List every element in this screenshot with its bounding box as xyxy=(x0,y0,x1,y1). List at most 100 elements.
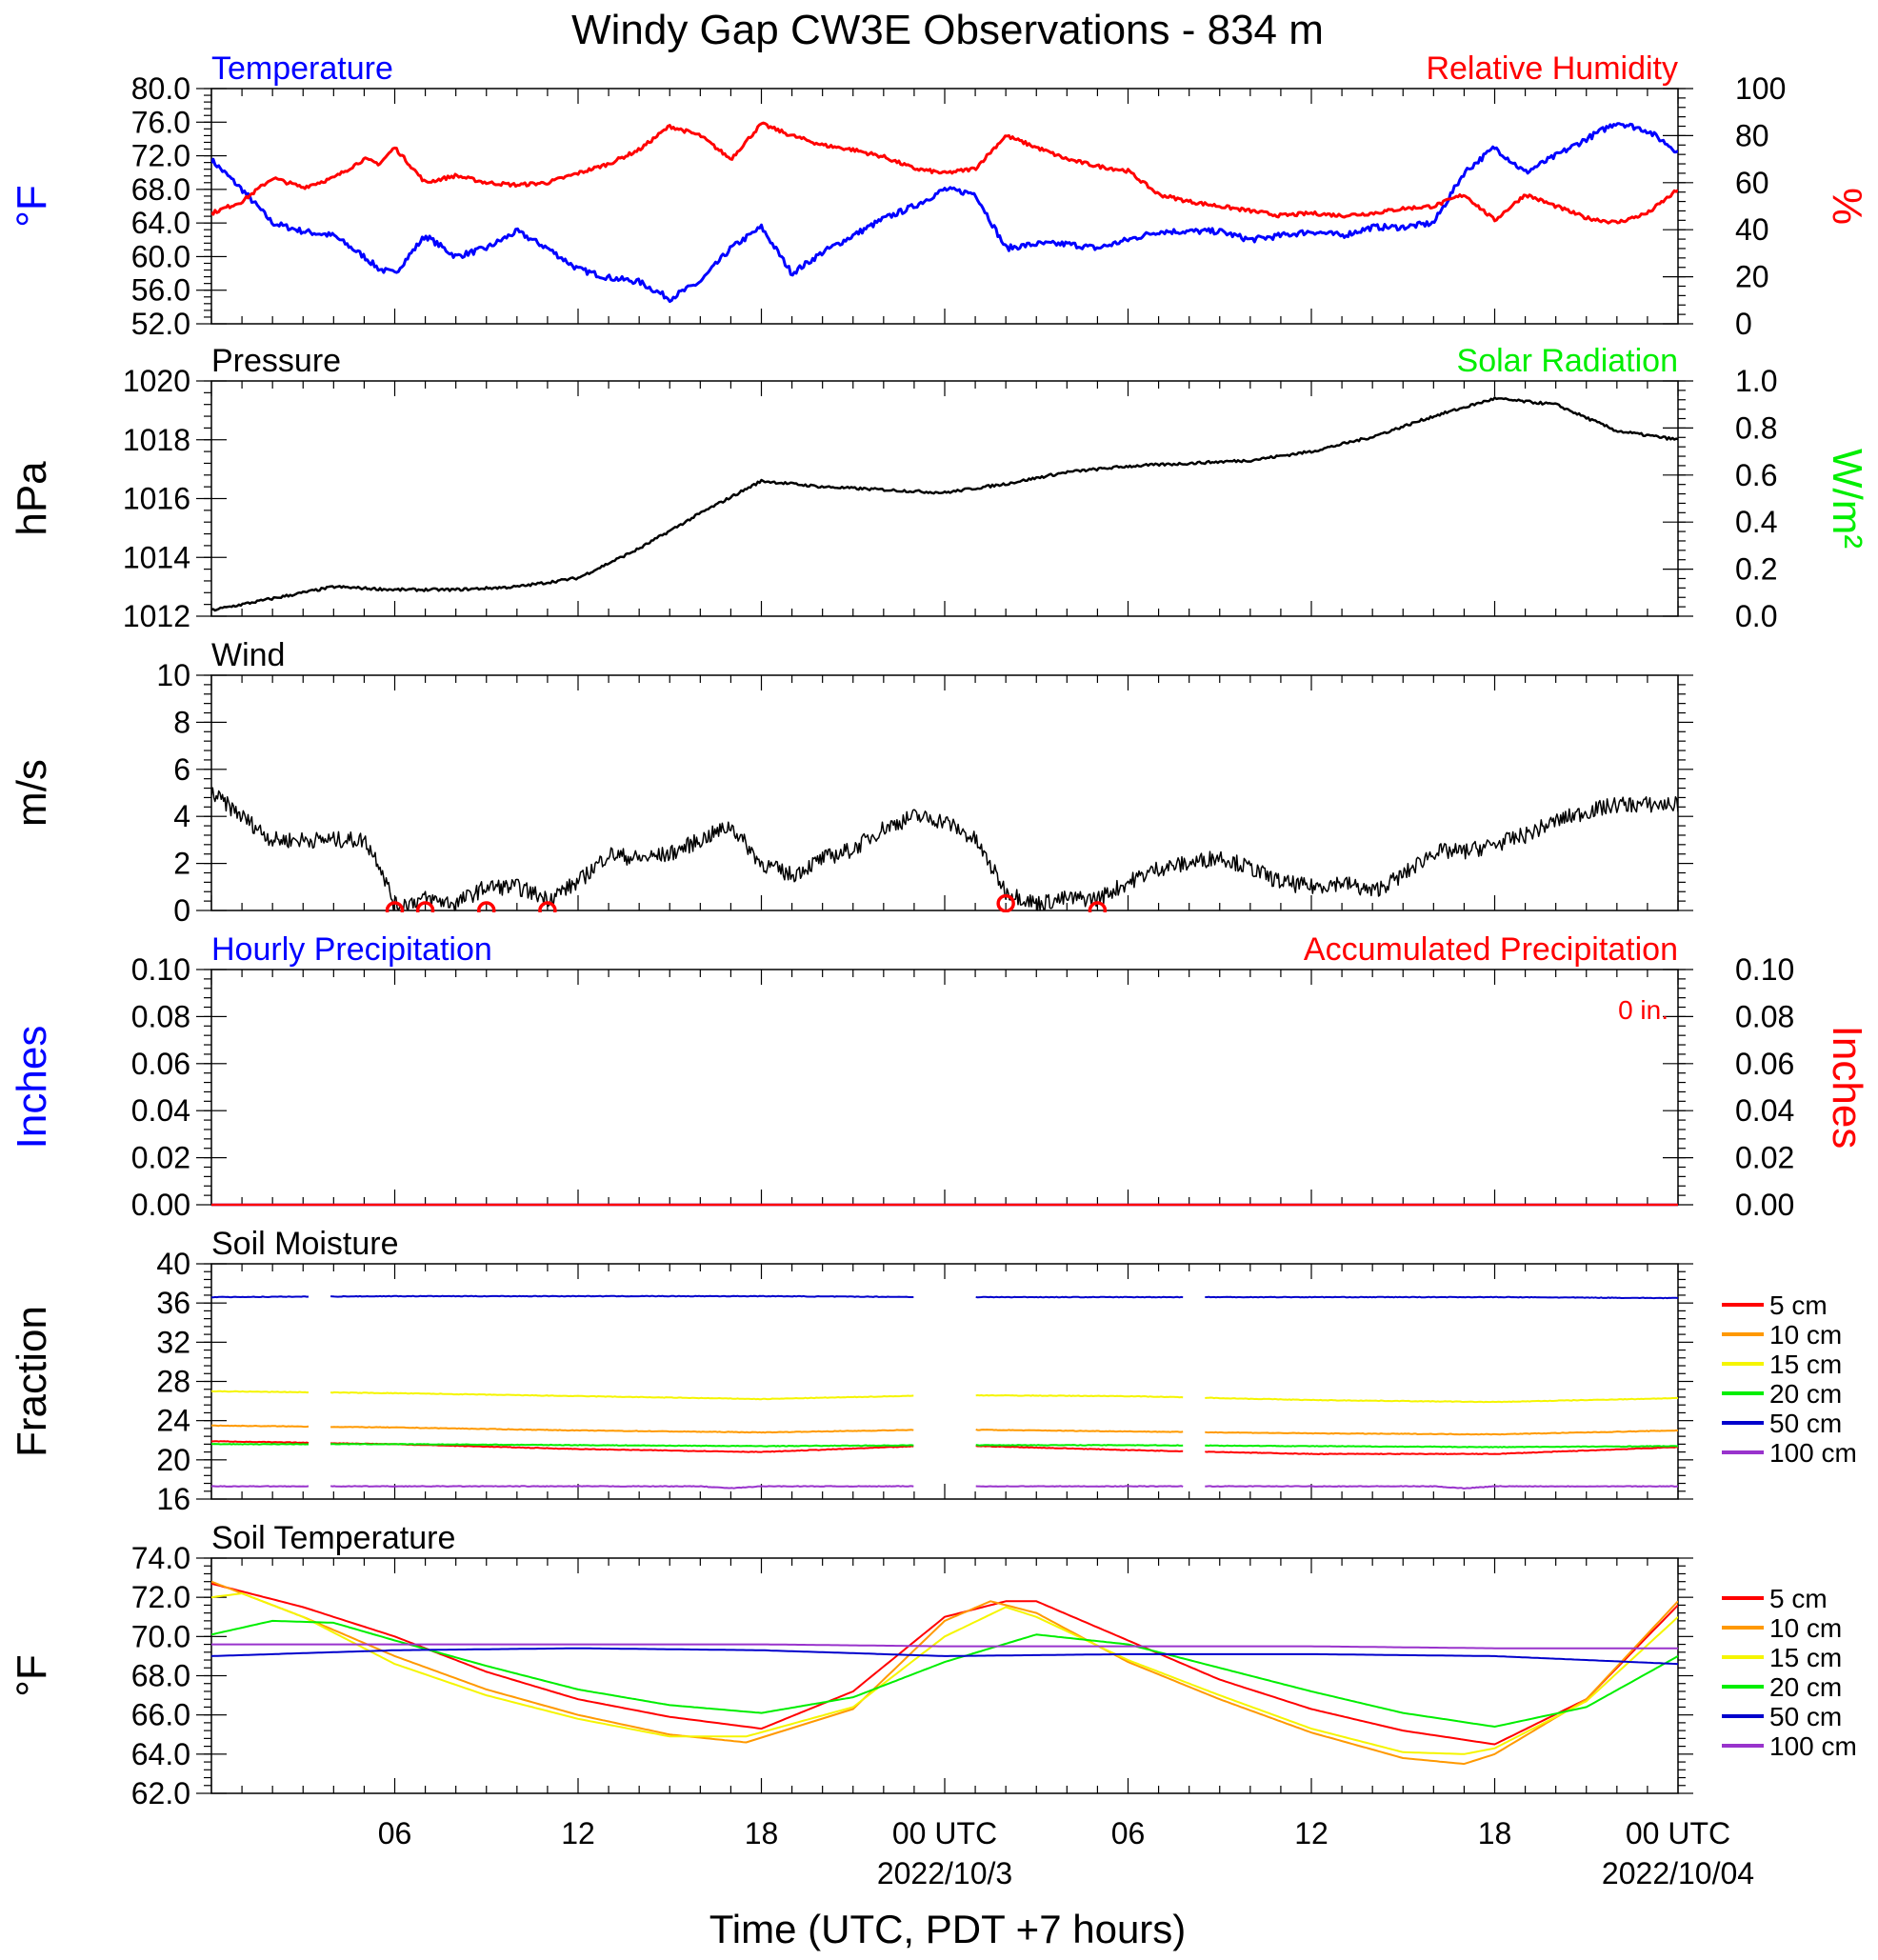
panel-pressure: 1012 1014 1016 1018 1020 0.0 0.2 0.4 0.6 0.8 1.0 Pr… xyxy=(9,343,1870,633)
panel-title-left: Soil Moisture xyxy=(211,1226,399,1262)
y-right-tick-label: 1.0 xyxy=(1735,364,1777,398)
legend-label: 100 cm xyxy=(1769,1731,1857,1761)
legend-label: 100 cm xyxy=(1769,1438,1857,1468)
y-axis-label-right: Inches xyxy=(1824,1026,1870,1150)
y-axis-label-left: °F xyxy=(9,1654,55,1696)
y-tick-label: 0.02 xyxy=(131,1141,190,1175)
panel-title-left: Pressure xyxy=(211,343,341,379)
x-tick-label: 12 xyxy=(1294,1816,1329,1850)
x-tick-label: 00 UTC xyxy=(1626,1816,1730,1850)
panel-title-right: Accumulated Precipitation xyxy=(1304,931,1678,968)
series-group xyxy=(211,396,1678,612)
series-100-cm xyxy=(211,1643,1678,1650)
y-right-tick-label: 0.08 xyxy=(1735,999,1794,1033)
panel-title-left: Soil Temperature xyxy=(211,1520,455,1556)
y-right-tick-label: 80 xyxy=(1735,118,1769,152)
y-tick-label: 16 xyxy=(156,1482,190,1516)
series-relative-humidity xyxy=(211,121,1678,225)
calm-marker xyxy=(1088,901,1108,912)
legend-label: 5 cm xyxy=(1769,1290,1828,1320)
calm-marker xyxy=(538,901,557,912)
series-group xyxy=(211,121,1678,304)
panel-soil-temp: 62.0 64.0 66.0 68.0 70.0 72.0 74.0 Soil Tempera… xyxy=(9,1520,1857,1890)
legend-label: 20 cm xyxy=(1769,1672,1842,1702)
y-tick-label: 32 xyxy=(156,1325,190,1359)
y-tick-label: 1020 xyxy=(123,364,190,398)
legend-label: 5 cm xyxy=(1769,1584,1828,1613)
y-tick-label: 74.0 xyxy=(131,1541,190,1575)
y-tick-label: 72.0 xyxy=(131,139,190,173)
panel-frame xyxy=(210,1263,1679,1500)
panel-title-left: Hourly Precipitation xyxy=(211,931,492,968)
y-tick-label: 1014 xyxy=(123,540,190,574)
x-tick-date-label: 2022/10/3 xyxy=(877,1856,1012,1890)
y-tick-label: 40 xyxy=(156,1247,190,1281)
y-right-tick-label: 0 xyxy=(1735,307,1752,341)
panel-frame xyxy=(210,380,1679,617)
x-axis-label: Time (UTC, PDT +7 hours) xyxy=(709,1907,1187,1951)
series-temperature xyxy=(211,122,1678,304)
y-tick-label: 66.0 xyxy=(131,1698,190,1732)
y-right-tick-label: 0.04 xyxy=(1735,1093,1794,1128)
y-right-tick-label: 0.6 xyxy=(1735,458,1777,492)
y-tick-label: 72.0 xyxy=(131,1580,190,1614)
series-15-cm xyxy=(211,1592,1678,1755)
y-tick-label: 28 xyxy=(156,1365,190,1399)
legend-label: 10 cm xyxy=(1769,1613,1842,1643)
y-tick-label: 64.0 xyxy=(131,1737,190,1771)
y-tick-label: 68.0 xyxy=(131,1659,190,1693)
series-pressure xyxy=(211,396,1678,612)
x-tick-label: 18 xyxy=(1478,1816,1512,1850)
legend-label: 20 cm xyxy=(1769,1379,1842,1409)
calm-marker xyxy=(385,901,405,912)
y-tick-label: 76.0 xyxy=(131,105,190,139)
y-right-tick-label: 0.00 xyxy=(1735,1188,1794,1222)
y-tick-label: 0 xyxy=(173,893,190,928)
panel-title-right: Solar Radiation xyxy=(1457,343,1678,379)
series-10-cm xyxy=(211,1424,1678,1436)
series-100-cm xyxy=(211,1485,1678,1490)
x-tick-label: 06 xyxy=(378,1816,412,1850)
y-right-tick-label: 0.10 xyxy=(1735,952,1794,987)
y-axis-label-left: Fraction xyxy=(9,1306,55,1457)
x-tick-date-label: 2022/10/04 xyxy=(1602,1856,1754,1890)
y-tick-label: 8 xyxy=(173,705,190,739)
legend-label: 10 cm xyxy=(1769,1320,1842,1350)
y-tick-label: 6 xyxy=(173,752,190,787)
calm-marker xyxy=(996,893,1015,912)
y-tick-label: 80.0 xyxy=(131,71,190,106)
y-tick-label: 62.0 xyxy=(131,1776,190,1810)
panel-annotation: 0 in. xyxy=(1618,995,1668,1025)
x-tick-label: 12 xyxy=(561,1816,595,1850)
y-tick-label: 64.0 xyxy=(131,206,190,240)
y-tick-label: 68.0 xyxy=(131,172,190,207)
series-5-cm xyxy=(211,1582,1678,1746)
y-right-tick-label: 60 xyxy=(1735,166,1769,200)
y-tick-label: 0.04 xyxy=(131,1093,190,1128)
y-axis-label-left: hPa xyxy=(9,461,55,536)
y-tick-label: 20 xyxy=(156,1443,190,1477)
series-50-cm xyxy=(211,1647,1678,1666)
plot-area: 52.056.060.064.068.072.076.080.002040608… xyxy=(9,50,1870,1890)
y-axis-label-right: W/m² xyxy=(1824,449,1870,549)
series-20-cm xyxy=(211,1619,1678,1728)
y-tick-label: 0.06 xyxy=(131,1047,190,1081)
y-tick-label: 56.0 xyxy=(131,273,190,308)
y-tick-label: 0.00 xyxy=(131,1188,190,1222)
y-right-tick-label: 0.2 xyxy=(1735,552,1777,587)
panel-temp-rh: 52.056.060.064.068.072.076.080.0 0 20 40 60 8… xyxy=(9,50,1870,341)
legend-label: 15 cm xyxy=(1769,1350,1842,1379)
y-axis-label-left: m/s xyxy=(9,759,55,827)
panel-title-right: Relative Humidity xyxy=(1426,50,1678,87)
y-tick-label: 60.0 xyxy=(131,239,190,273)
legend-label: 15 cm xyxy=(1769,1643,1842,1672)
y-right-tick-label: 0.8 xyxy=(1735,410,1777,445)
y-tick-label: 0.10 xyxy=(131,952,190,987)
chart-title: Windy Gap CW3E Observations - 834 m xyxy=(571,7,1324,53)
series-20-cm xyxy=(211,1443,1678,1449)
y-right-tick-label: 0.06 xyxy=(1735,1047,1794,1081)
series-10-cm xyxy=(211,1580,1678,1766)
series-group xyxy=(211,787,1678,912)
y-axis-label-left: °F xyxy=(9,185,55,227)
